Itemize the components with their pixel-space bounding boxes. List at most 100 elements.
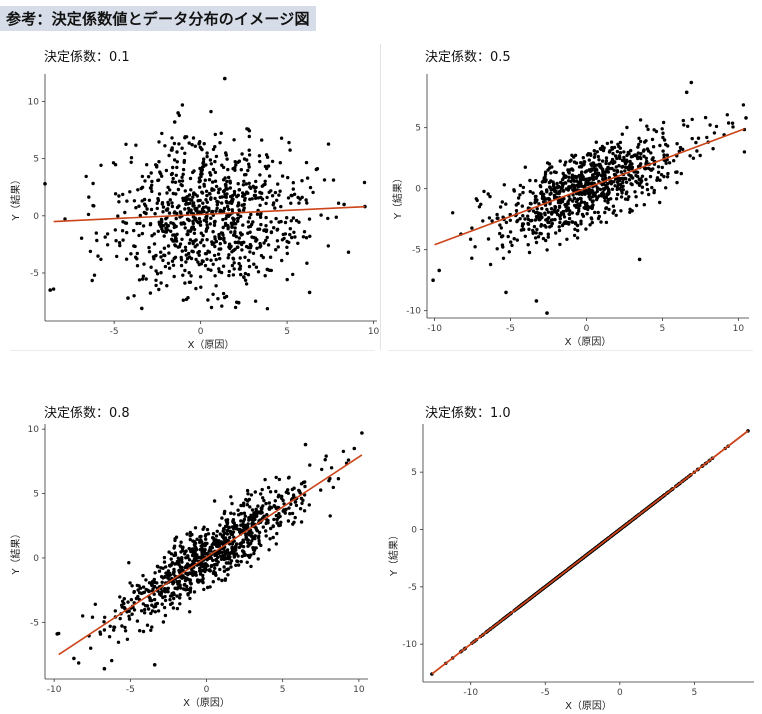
data-point: [118, 595, 122, 599]
data-point: [185, 532, 189, 536]
data-point: [512, 188, 516, 192]
data-point: [561, 188, 565, 193]
data-point: [175, 160, 179, 164]
data-point: [234, 163, 238, 167]
data-point: [90, 615, 95, 619]
data-point: [168, 571, 172, 576]
data-point: [298, 507, 303, 511]
data-point: [211, 532, 216, 536]
data-point: [579, 164, 583, 168]
data-point: [562, 215, 567, 219]
data-point: [160, 174, 164, 178]
data-point: [567, 175, 571, 179]
data-point: [189, 582, 193, 586]
data-point: [639, 162, 643, 166]
regression-line: [58, 454, 363, 656]
data-point: [303, 484, 307, 489]
data-point: [249, 517, 253, 521]
data-point: [91, 203, 95, 208]
data-point: [712, 131, 717, 135]
data-point: [276, 245, 280, 249]
data-point: [576, 180, 580, 184]
data-point: [187, 218, 191, 223]
data-point: [294, 218, 299, 223]
data-point: [43, 182, 47, 186]
data-point: [644, 177, 648, 182]
data-point: [594, 197, 599, 202]
data-point: [283, 220, 288, 225]
data-point: [205, 200, 209, 204]
data-point: [173, 180, 178, 184]
data-point: [572, 179, 577, 183]
data-point: [231, 518, 236, 522]
data-point: [185, 201, 189, 206]
data-point: [607, 207, 611, 212]
data-point: [188, 586, 193, 590]
data-point: [187, 546, 191, 551]
data-point: [208, 192, 212, 196]
data-point: [117, 200, 121, 204]
data-point: [194, 558, 198, 562]
data-point: [271, 524, 275, 528]
data-point: [533, 198, 538, 202]
data-point: [214, 534, 219, 538]
data-point: [263, 179, 267, 183]
data-point: [579, 219, 583, 223]
data-point: [590, 206, 594, 211]
data-point: [262, 498, 266, 503]
data-point: [682, 123, 686, 127]
data-point: [200, 190, 204, 194]
data-point: [275, 198, 279, 202]
data-point: [213, 553, 217, 558]
data-point: [573, 153, 578, 157]
data-point: [102, 628, 107, 632]
data-point: [153, 571, 157, 575]
data-point: [194, 286, 198, 291]
data-point: [209, 196, 213, 200]
data-point: [341, 449, 346, 454]
data-point: [588, 223, 592, 227]
data-point: [564, 160, 568, 164]
data-point: [531, 191, 535, 195]
data-point: [285, 251, 289, 256]
data-point: [176, 187, 181, 192]
data-point: [470, 256, 474, 260]
data-point: [632, 153, 636, 157]
data-point: [236, 182, 240, 186]
data-point: [644, 139, 648, 143]
data-point: [136, 188, 140, 192]
data-point: [227, 273, 231, 278]
data-point: [225, 548, 230, 552]
data-point: [231, 256, 235, 260]
data-point: [253, 490, 257, 494]
data-point: [150, 583, 154, 588]
data-point: [166, 586, 170, 590]
data-point: [248, 197, 252, 201]
data-point: [240, 554, 244, 558]
data-point: [198, 566, 202, 570]
data-point: [297, 488, 301, 493]
data-point: [218, 141, 222, 145]
data-point: [187, 193, 192, 197]
data-point: [253, 536, 257, 541]
data-point: [213, 170, 218, 175]
data-point: [132, 294, 136, 298]
data-point: [145, 207, 149, 211]
data-point: [162, 605, 167, 610]
data-point: [477, 205, 482, 209]
data-point: [163, 598, 168, 603]
data-point: [256, 536, 261, 540]
data-point: [560, 177, 565, 182]
data-point: [217, 269, 221, 274]
data-point: [224, 216, 228, 221]
data-point: [523, 217, 527, 221]
data-point: [166, 244, 171, 248]
data-point: [160, 227, 164, 231]
data-point: [207, 206, 211, 210]
scatter-plot: -5 0 5 10 -5 0 5 10 X（原因） Y（結果）: [9, 74, 380, 351]
data-point: [203, 548, 207, 552]
data-point: [611, 204, 616, 208]
x-tick-label: 5: [691, 688, 697, 698]
data-point: [620, 132, 624, 136]
data-point: [140, 306, 144, 311]
